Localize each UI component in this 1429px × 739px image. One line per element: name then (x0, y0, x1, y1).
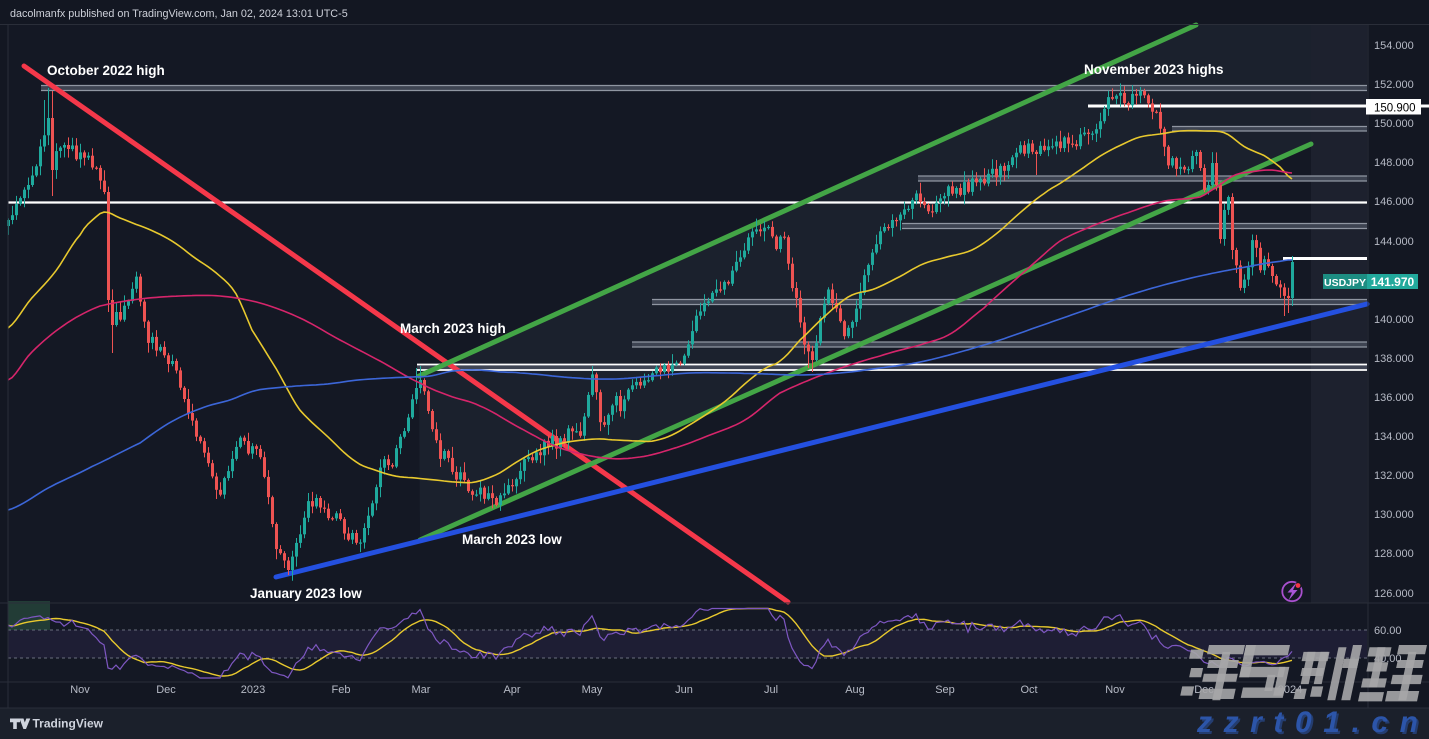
svg-text:150.000: 150.000 (1374, 118, 1414, 130)
svg-text:132.000: 132.000 (1374, 470, 1414, 482)
svg-text:Sep: Sep (935, 684, 955, 696)
svg-text:60.00: 60.00 (1374, 625, 1402, 637)
svg-text:TradingView: TradingView (33, 717, 104, 731)
svg-text:March 2023 high: March 2023 high (400, 321, 506, 336)
svg-text:134.000: 134.000 (1374, 431, 1414, 443)
svg-text:Feb: Feb (332, 684, 351, 696)
svg-text:March 2023 low: March 2023 low (462, 532, 562, 547)
svg-text:Jun: Jun (675, 684, 693, 696)
svg-text:Jul: Jul (764, 684, 778, 696)
svg-text:Aug: Aug (845, 684, 865, 696)
svg-text:2023: 2023 (241, 684, 265, 696)
svg-text:January 2023 low: January 2023 low (250, 586, 362, 601)
svg-text:154.000: 154.000 (1374, 40, 1414, 52)
svg-text:150.900: 150.900 (1374, 103, 1416, 115)
svg-text:138.000: 138.000 (1374, 353, 1414, 365)
svg-text:148.000: 148.000 (1374, 157, 1414, 169)
svg-text:Mar: Mar (412, 684, 431, 696)
svg-text:May: May (582, 684, 603, 696)
svg-text:146.000: 146.000 (1374, 196, 1414, 208)
svg-text:Nov: Nov (70, 684, 90, 696)
svg-text:152.000: 152.000 (1374, 79, 1414, 91)
svg-text:z z r t 0 1 . c n: z z r t 0 1 . c n (1198, 708, 1420, 739)
svg-text:Apr: Apr (503, 684, 520, 696)
svg-text:November 2023 highs: November 2023 highs (1084, 62, 1224, 77)
svg-text:126.000: 126.000 (1374, 588, 1414, 600)
svg-text:141.970: 141.970 (1371, 275, 1415, 289)
svg-text:140.000: 140.000 (1374, 314, 1414, 326)
svg-text:Oct: Oct (1020, 684, 1037, 696)
svg-text:October 2022 high: October 2022 high (47, 63, 165, 78)
svg-text:dacolmanfx published on Tradin: dacolmanfx published on TradingView.com,… (10, 8, 348, 20)
svg-text:z z r t 0 1 . c n: z z r t 0 1 . c n (1196, 706, 1418, 739)
svg-text:144.000: 144.000 (1374, 236, 1414, 248)
svg-text:130.000: 130.000 (1374, 509, 1414, 521)
svg-text:128.000: 128.000 (1374, 548, 1414, 560)
svg-text:136.000: 136.000 (1374, 392, 1414, 404)
svg-text:Dec: Dec (156, 684, 176, 696)
svg-text:USDJPY: USDJPY (1324, 277, 1366, 289)
svg-text:Nov: Nov (1105, 684, 1125, 696)
